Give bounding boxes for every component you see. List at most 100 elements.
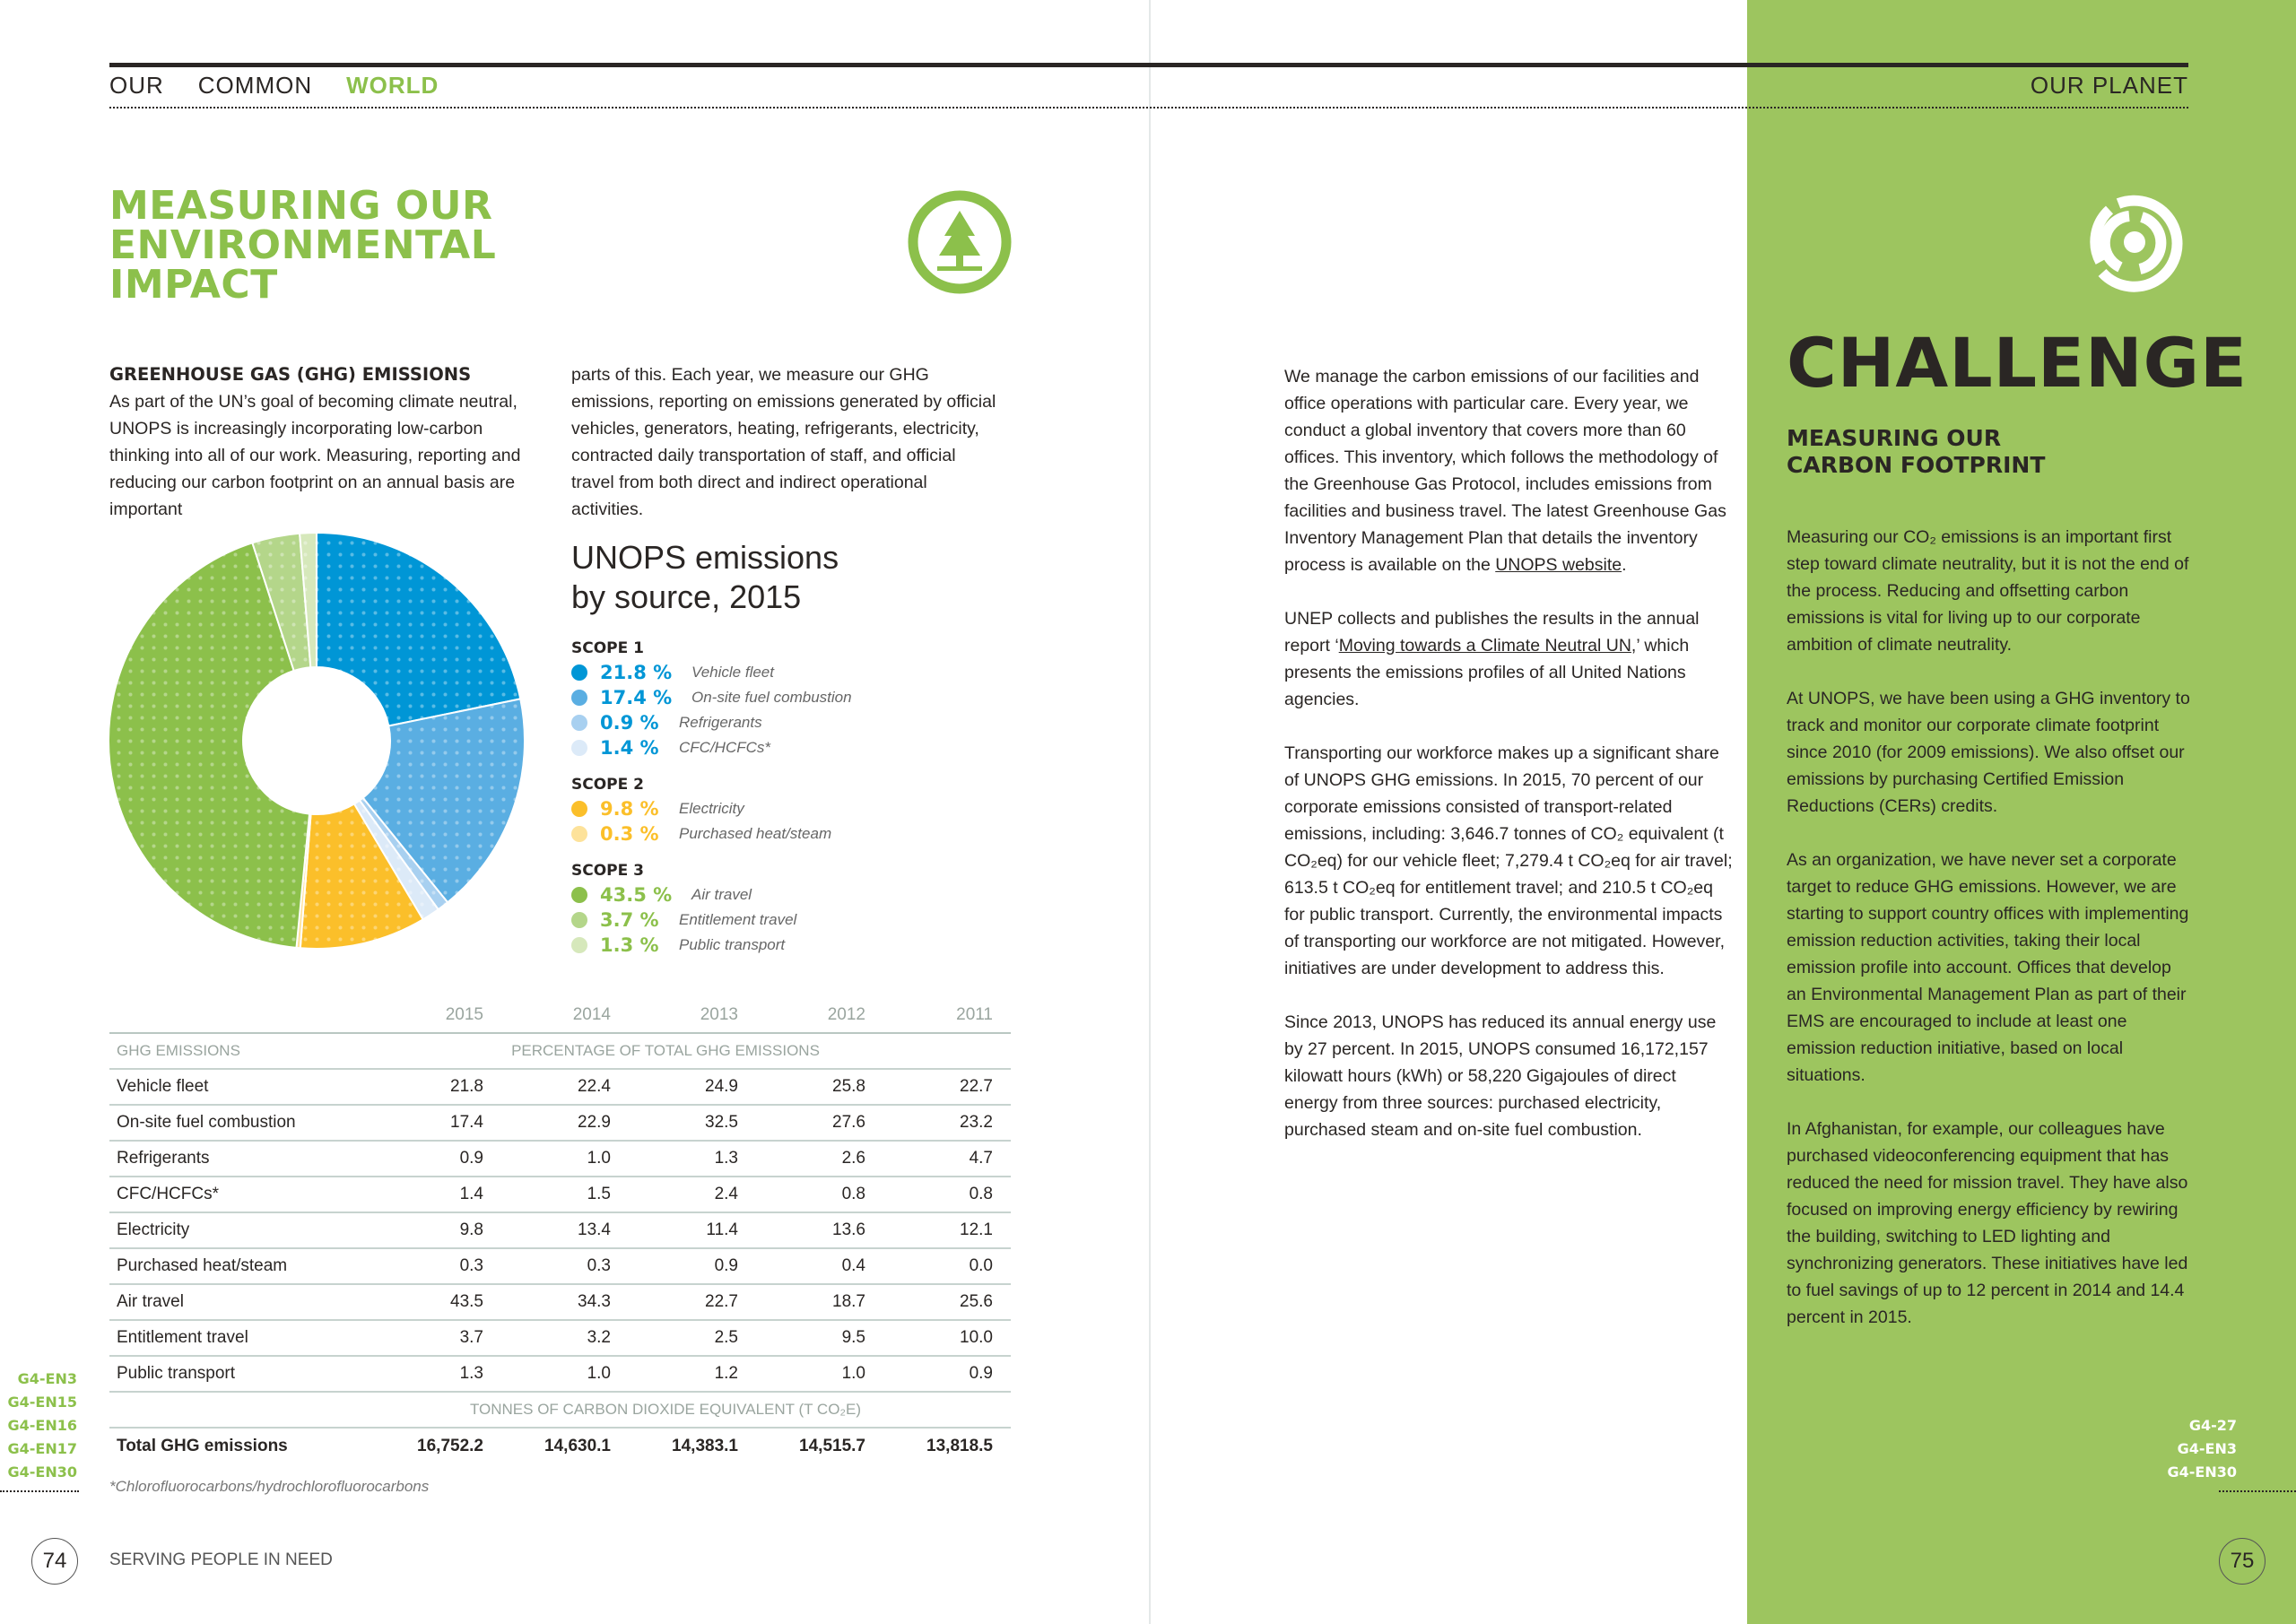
cell-value: 22.4 <box>483 1069 611 1106</box>
legend-percent: 3.7 % <box>600 909 659 931</box>
footer-text: SERVING PEOPLE IN NEED <box>109 1550 333 1569</box>
title-line: MEASURING OUR <box>109 183 493 229</box>
year-header-row: 2015 2014 2013 2012 2011 <box>109 997 1011 1034</box>
chart-title-line: UNOPS emissions <box>571 539 839 576</box>
legend-item: 0.9 % Refrigerants <box>571 710 852 735</box>
middle-column: We manage the carbon emissions of our fa… <box>1284 363 1733 1170</box>
year-header: 2012 <box>738 997 865 1034</box>
row-label: Electricity <box>109 1212 356 1249</box>
donut-slice-pattern <box>362 699 525 903</box>
cell-value: 1.3 <box>356 1356 483 1393</box>
page-number-left: 74 <box>31 1538 78 1585</box>
tree-icon <box>908 190 1012 294</box>
legend-item: 1.3 % Public transport <box>571 933 852 958</box>
legend-swatch <box>571 664 587 681</box>
gri-codes-left: G4-EN3 G4-EN15 G4-EN16 G4-EN17 G4-EN30 <box>8 1368 78 1484</box>
cell-value: 1.0 <box>483 1356 611 1393</box>
text: ,’ which presents the emissions profiles… <box>1284 636 1690 709</box>
empty-cell <box>109 1392 356 1429</box>
donut-slice-pattern <box>252 533 311 672</box>
year-header: 2014 <box>483 997 611 1034</box>
table-row: Vehicle fleet 21.8 22.4 24.9 25.8 22.7 <box>109 1069 1011 1106</box>
legend-label: Refrigerants <box>679 714 762 731</box>
gri-code: G4-EN3 <box>17 1370 77 1387</box>
legend-percent: 0.9 % <box>600 712 659 734</box>
row-header-label: GHG EMISSIONS <box>109 1033 356 1070</box>
row-label: Entitlement travel <box>109 1320 356 1357</box>
gri-code: G4-EN3 <box>2177 1440 2237 1457</box>
unops-website-link[interactable]: UNOPS website <box>1495 555 1622 575</box>
subheader-row: GHG EMISSIONS PERCENTAGE OF TOTAL GHG EM… <box>109 1033 1011 1070</box>
total-label: Total GHG emissions <box>117 1436 288 1455</box>
total-value: 14,515.7 <box>799 1436 865 1455</box>
table-row: Entitlement travel 3.7 3.2 2.5 9.5 10.0 <box>109 1320 1011 1357</box>
cell-value: 2.5 <box>611 1320 738 1357</box>
total-value: 13,818.5 <box>926 1436 993 1455</box>
gri-code: G4-EN30 <box>7 1463 78 1481</box>
chart-title-line: by source, 2015 <box>571 578 802 615</box>
table-row: Electricity 9.8 13.4 11.4 13.6 12.1 <box>109 1212 1011 1249</box>
cell-value: 0.9 <box>611 1248 738 1285</box>
subtitle-line: MEASURING OUR <box>1787 425 2002 451</box>
footnote: *Chlorofluorocarbons/hydrochlorofluoroca… <box>109 1478 430 1495</box>
cell-value: 23.2 <box>865 1105 1011 1142</box>
donut-slice-pattern <box>300 803 423 949</box>
cell-value: 0.9 <box>865 1356 1011 1393</box>
table-row: Purchased heat/steam 0.3 0.3 0.9 0.4 0.0 <box>109 1248 1011 1285</box>
donut-slice-pattern <box>317 533 521 726</box>
cell-value: 0.3 <box>356 1248 483 1285</box>
legend-percent: 43.5 % <box>600 884 673 906</box>
legend-scope-heading: SCOPE 2 <box>571 776 644 794</box>
codes-rule <box>2219 1490 2296 1492</box>
legend-swatch <box>571 912 587 928</box>
cell-value: 21.8 <box>356 1069 483 1106</box>
legend-percent: 0.3 % <box>600 823 659 845</box>
body-paragraph: UNEP collects and publishes the results … <box>1284 605 1733 713</box>
row-label: Refrigerants <box>109 1141 356 1177</box>
cell-value: 25.8 <box>738 1069 865 1106</box>
ghg-emissions-table: 2015 2014 2013 2012 2011 GHG EMISSIONS P… <box>109 997 1011 1463</box>
legend-swatch <box>571 740 587 756</box>
header-word-active: WORLD <box>346 72 439 99</box>
total-row: Total GHG emissions 16,752.2 14,630.1 14,38… <box>109 1428 1011 1463</box>
gri-code: G4-EN17 <box>7 1440 78 1457</box>
panel-paragraph: In Afghanistan, for example, our colleag… <box>1787 1119 2188 1327</box>
cell-value: 1.5 <box>483 1177 611 1213</box>
cell-value: 43.5 <box>356 1284 483 1321</box>
empty-header <box>109 997 356 1034</box>
climate-neutral-un-report-link[interactable]: Moving towards a Climate Neutral UN <box>1338 636 1631 656</box>
legend-item: 17.4 % On-site fuel combustion <box>571 685 852 710</box>
section-heading: GREENHOUSE GAS (GHG) EMISSIONS <box>109 364 472 385</box>
row-label: Public transport <box>109 1356 356 1393</box>
cell-value: 24.9 <box>611 1069 738 1106</box>
running-header-left: OUR COMMON WORLD <box>109 72 473 100</box>
legend-percent: 9.8 % <box>600 798 659 820</box>
legend-item: 3.7 % Entitlement travel <box>571 908 852 933</box>
legend-label: CFC/HCFCs* <box>679 739 770 756</box>
body-paragraph: Transporting our workforce makes up a si… <box>1284 743 1733 978</box>
donut-slice-pattern <box>108 543 310 948</box>
legend-scope-heading: SCOPE 3 <box>571 862 644 880</box>
running-header-right: OUR PLANET <box>2030 72 2188 99</box>
cell-value: 0.9 <box>356 1141 483 1177</box>
legend-percent: 21.8 % <box>600 662 673 683</box>
table-row: Air travel 43.5 34.3 22.7 18.7 25.6 <box>109 1284 1011 1321</box>
total-value: 16,752.2 <box>417 1436 483 1455</box>
row-label: On-site fuel combustion <box>109 1105 356 1142</box>
legend-label: On-site fuel combustion <box>691 689 852 706</box>
gri-codes-right: G4-27 G4-EN3 G4-EN30 <box>2168 1414 2238 1484</box>
cell-value: 3.2 <box>483 1320 611 1357</box>
cell-value: 9.5 <box>738 1320 865 1357</box>
legend-swatch <box>571 937 587 953</box>
panel-paragraph: As an organization, we have never set a … <box>1787 850 2189 1085</box>
table-row: CFC/HCFCs* 1.4 1.5 2.4 0.8 0.8 <box>109 1177 1011 1213</box>
legend-swatch <box>571 826 587 842</box>
donut-slice-pattern <box>300 533 317 668</box>
legend-label: Electricity <box>679 800 744 817</box>
text: We manage the carbon emissions of our fa… <box>1284 367 1726 575</box>
cell-value: 22.7 <box>611 1284 738 1321</box>
body-text: As part of the UN’s goal of becoming cli… <box>109 392 521 519</box>
text: UNEP collects and publishes the results … <box>1284 609 1700 656</box>
cell-value: 2.6 <box>738 1141 865 1177</box>
panel-title: CHALLENGE <box>1787 323 2248 403</box>
